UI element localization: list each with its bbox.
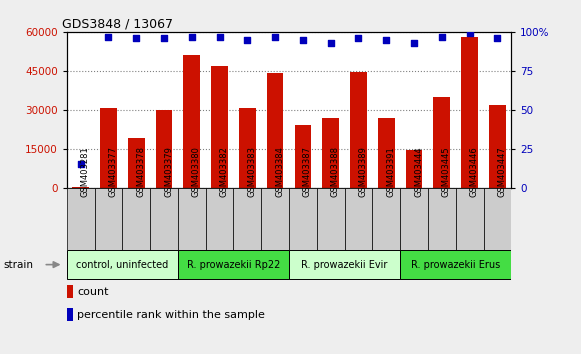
Text: R. prowazekii Evir: R. prowazekii Evir xyxy=(302,259,388,270)
Bar xyxy=(289,250,400,279)
Text: GSM403384: GSM403384 xyxy=(275,146,284,197)
Text: GSM403281: GSM403281 xyxy=(81,146,89,197)
Point xyxy=(382,37,391,42)
Bar xyxy=(345,188,372,250)
Point xyxy=(298,37,307,42)
Point xyxy=(104,34,113,39)
Bar xyxy=(378,118,394,188)
Text: GSM403382: GSM403382 xyxy=(220,146,228,197)
Bar xyxy=(178,188,206,250)
Bar xyxy=(184,55,200,188)
Bar xyxy=(289,188,317,250)
Bar xyxy=(100,108,117,188)
Bar xyxy=(295,125,311,188)
Bar xyxy=(400,188,428,250)
Text: control, uninfected: control, uninfected xyxy=(76,259,168,270)
Point xyxy=(215,34,224,39)
Text: GSM403377: GSM403377 xyxy=(109,146,117,197)
Text: GSM403446: GSM403446 xyxy=(469,146,479,197)
Point xyxy=(354,35,363,41)
Point xyxy=(159,35,168,41)
Bar xyxy=(67,188,95,250)
Bar xyxy=(178,250,289,279)
Point xyxy=(437,34,446,39)
Bar xyxy=(211,65,228,188)
Point xyxy=(326,40,335,46)
Bar xyxy=(95,188,123,250)
Bar xyxy=(400,250,511,279)
Bar xyxy=(67,308,73,321)
Point xyxy=(243,37,252,42)
Bar xyxy=(433,97,450,188)
Text: GDS3848 / 13067: GDS3848 / 13067 xyxy=(62,18,173,31)
Text: GSM403389: GSM403389 xyxy=(358,146,368,197)
Text: GSM403444: GSM403444 xyxy=(414,146,423,197)
Point xyxy=(187,34,196,39)
Text: R. prowazekii Erus: R. prowazekii Erus xyxy=(411,259,500,270)
Bar xyxy=(128,138,145,188)
Text: GSM403387: GSM403387 xyxy=(303,146,312,197)
Point xyxy=(76,161,85,167)
Text: GSM403391: GSM403391 xyxy=(386,146,395,197)
Text: GSM403388: GSM403388 xyxy=(331,146,340,197)
Text: GSM403380: GSM403380 xyxy=(192,146,201,197)
Point xyxy=(410,40,419,46)
Bar xyxy=(206,188,234,250)
Bar xyxy=(483,188,511,250)
Bar xyxy=(239,108,256,188)
Bar xyxy=(461,37,478,188)
Bar xyxy=(372,188,400,250)
Text: count: count xyxy=(77,287,109,297)
Text: GSM403447: GSM403447 xyxy=(497,146,507,197)
Bar xyxy=(67,285,73,298)
Text: percentile rank within the sample: percentile rank within the sample xyxy=(77,310,266,320)
Bar xyxy=(267,73,284,188)
Text: R. prowazekii Rp22: R. prowazekii Rp22 xyxy=(187,259,280,270)
Bar xyxy=(234,188,261,250)
Bar xyxy=(123,188,150,250)
Bar xyxy=(73,187,89,188)
Text: GSM403379: GSM403379 xyxy=(164,146,173,197)
Bar xyxy=(150,188,178,250)
Bar xyxy=(350,72,367,188)
Bar xyxy=(156,110,173,188)
Bar xyxy=(489,104,505,188)
Point xyxy=(271,34,280,39)
Bar xyxy=(317,188,345,250)
Point xyxy=(493,35,502,41)
Bar xyxy=(428,188,456,250)
Text: GSM403378: GSM403378 xyxy=(137,146,145,197)
Bar xyxy=(261,188,289,250)
Bar xyxy=(67,250,178,279)
Text: GSM403383: GSM403383 xyxy=(248,146,256,197)
Point xyxy=(132,35,141,41)
Text: strain: strain xyxy=(3,259,33,270)
Bar xyxy=(322,118,339,188)
Point xyxy=(465,30,474,36)
Bar xyxy=(406,150,422,188)
Bar xyxy=(456,188,483,250)
Text: GSM403445: GSM403445 xyxy=(442,146,451,197)
